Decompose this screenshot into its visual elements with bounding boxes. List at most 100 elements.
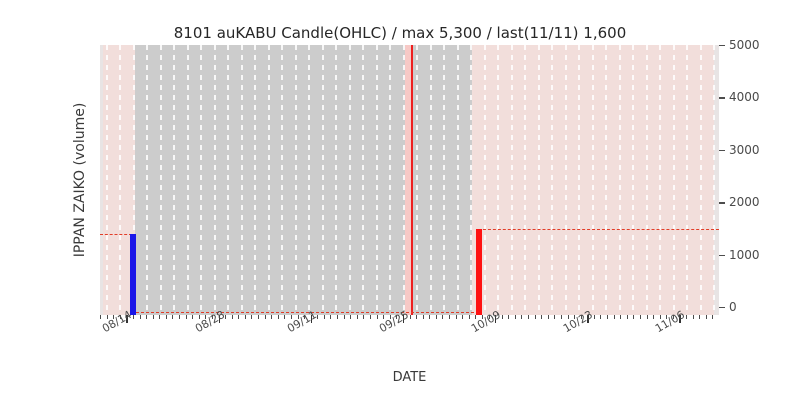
- x-tick-minor: [330, 315, 332, 319]
- x-tick-minor: [554, 315, 556, 319]
- x-tick-minor: [100, 315, 101, 319]
- x-tick-minor: [600, 315, 602, 319]
- x-tick-major: [310, 315, 313, 323]
- y-tick-label: 0: [729, 300, 737, 315]
- x-tick-minor: [514, 315, 516, 319]
- x-tick-minor: [686, 315, 688, 319]
- x-tick-minor: [323, 315, 325, 319]
- x-tick-major: [402, 315, 405, 323]
- gridline-vertical: [227, 45, 230, 315]
- gridline-vertical: [537, 45, 540, 315]
- x-tick-minor: [139, 315, 141, 319]
- x-tick-minor: [633, 315, 635, 319]
- gridline-vertical: [119, 45, 122, 315]
- x-tick-minor: [383, 315, 385, 319]
- gridline-vertical: [618, 45, 621, 315]
- x-tick-minor: [304, 315, 306, 319]
- x-tick-minor: [620, 315, 622, 319]
- x-tick-minor: [435, 315, 437, 319]
- x-tick-minor: [132, 315, 134, 319]
- x-tick-minor: [699, 315, 701, 319]
- gridline-vertical: [699, 45, 702, 315]
- x-tick-minor: [422, 315, 424, 319]
- x-tick-minor: [646, 315, 648, 319]
- x-tick-minor: [705, 315, 707, 319]
- x-tick-minor: [429, 315, 431, 319]
- gridline-vertical: [578, 45, 581, 315]
- x-tick-minor: [251, 315, 253, 319]
- gridline-vertical: [375, 45, 378, 315]
- volume-bar-down[interactable]: [130, 234, 136, 315]
- y-tick-mark: [719, 307, 725, 309]
- gridline-vertical: [713, 45, 715, 315]
- gridline-vertical: [240, 45, 243, 315]
- x-tick-minor: [712, 315, 714, 319]
- x-tick-minor: [356, 315, 358, 319]
- gridline-vertical: [348, 45, 351, 315]
- x-tick-minor: [179, 315, 181, 319]
- gridline-vertical: [254, 45, 257, 315]
- x-tick-minor: [225, 315, 227, 319]
- x-tick-minor: [396, 315, 398, 319]
- plot-area[interactable]: [100, 45, 719, 315]
- region-pre: [103, 45, 135, 315]
- y-tick-mark: [719, 202, 725, 204]
- gridline-vertical: [146, 45, 149, 315]
- x-tick-minor: [343, 315, 345, 319]
- gridline-vertical: [294, 45, 297, 315]
- x-tick-minor: [376, 315, 378, 319]
- gridline-vertical: [632, 45, 635, 315]
- last-level-right-line: [478, 229, 719, 230]
- x-tick-minor: [297, 315, 299, 319]
- x-tick-major: [126, 315, 128, 323]
- x-tick-major: [679, 315, 681, 323]
- gridline-vertical: [686, 45, 689, 315]
- y-tick-mark: [719, 149, 725, 152]
- x-tick-minor: [639, 315, 641, 319]
- gridline-vertical: [443, 45, 446, 315]
- x-tick-minor: [146, 315, 148, 319]
- gridline-vertical: [267, 45, 270, 315]
- x-tick-minor: [580, 315, 582, 319]
- gridline-vertical: [173, 45, 176, 315]
- y-axis-label: IPPAN ZAIKO (volume): [72, 102, 88, 258]
- x-tick-minor: [416, 315, 418, 319]
- x-tick-minor: [455, 315, 457, 319]
- y-tick-label: 3000: [729, 142, 760, 157]
- gridline-vertical: [321, 45, 324, 315]
- gridline-vertical: [497, 45, 500, 315]
- gridline-vertical: [159, 45, 162, 315]
- max-level-left-line: [100, 234, 132, 235]
- x-tick-minor: [389, 315, 391, 319]
- x-tick-minor: [172, 315, 174, 319]
- x-tick-minor: [475, 315, 477, 319]
- gridline-vertical: [213, 45, 216, 315]
- gridline-vertical: [416, 45, 419, 315]
- x-tick-minor: [593, 315, 595, 319]
- x-tick-minor: [613, 315, 615, 319]
- y-tick-label: 4000: [729, 90, 760, 105]
- x-axis-ticks: [100, 315, 719, 324]
- gridline-vertical: [389, 45, 392, 315]
- x-tick-minor: [238, 315, 240, 319]
- x-tick-minor: [271, 315, 273, 319]
- gridline-vertical: [524, 45, 527, 315]
- x-tick-minor: [449, 315, 450, 319]
- x-tick-minor: [692, 315, 694, 319]
- x-tick-minor: [547, 315, 549, 319]
- x-tick-minor: [290, 315, 292, 319]
- x-tick-minor: [409, 315, 411, 319]
- x-tick-minor: [521, 315, 523, 319]
- x-tick-minor: [119, 315, 121, 319]
- gridline-vertical: [106, 45, 108, 315]
- x-tick-minor: [560, 315, 562, 319]
- gridline-vertical: [429, 45, 432, 315]
- gridline-vertical: [402, 45, 405, 315]
- gridline-vertical: [132, 45, 135, 315]
- gridline-vertical: [200, 45, 203, 315]
- event-marker-line: [411, 45, 413, 315]
- y-axis-ticks: 0 1000 2000 3000 4000 5000: [719, 38, 760, 315]
- x-tick-minor: [350, 315, 352, 319]
- volume-bar-up[interactable]: [476, 229, 482, 315]
